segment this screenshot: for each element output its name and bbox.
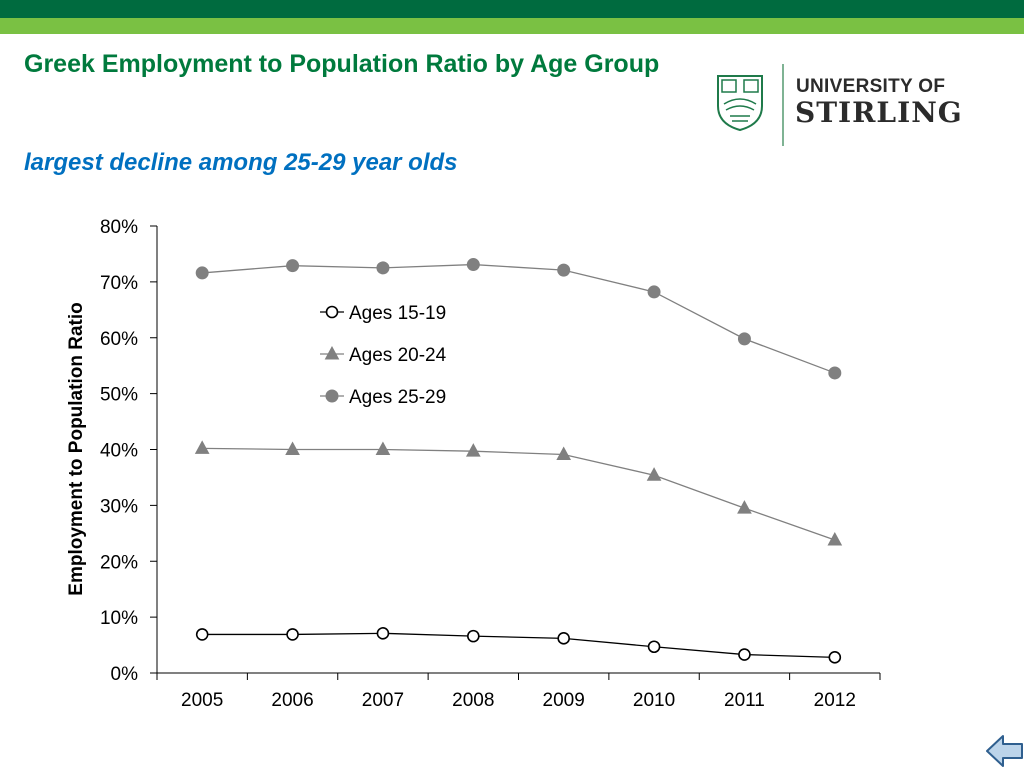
data-point-series-3 (466, 258, 480, 272)
y-tick-label: 70% (100, 273, 138, 294)
data-point-series-2 (827, 531, 843, 546)
data-point-series-1 (286, 628, 299, 641)
page-subtitle: largest decline among 25-29 year olds (24, 149, 458, 176)
x-tick-label: 2007 (362, 690, 404, 711)
data-point-series-1 (557, 632, 570, 645)
y-tick-label: 60% (100, 329, 138, 350)
data-point-series-3 (286, 259, 300, 273)
y-tick-label: 10% (100, 608, 138, 629)
x-tick-label: 2012 (814, 690, 856, 711)
data-point-series-1 (195, 628, 209, 641)
series-line-3 (202, 263, 836, 374)
data-point-series-1 (376, 627, 390, 640)
data-point-series-1 (467, 629, 480, 643)
legend-label: Ages 20-24 (349, 345, 447, 366)
y-axis-label: Employment to Population Ratio (66, 302, 87, 595)
x-tick-label: 2011 (724, 690, 765, 711)
logo-text-university: UNIVERSITY OF (796, 76, 946, 97)
legend-marker (325, 389, 339, 403)
y-tick-label: 30% (100, 496, 138, 517)
logo-text-stirling: STIRLING (795, 96, 963, 129)
x-tick-label: 2006 (271, 690, 313, 711)
back-arrow-icon[interactable] (985, 734, 1024, 768)
header-band-light (0, 18, 1024, 34)
legend-marker (324, 345, 340, 360)
data-point-series-2 (465, 443, 481, 457)
data-point-series-3 (195, 266, 209, 280)
data-point-series-1 (738, 648, 751, 661)
data-point-series-3 (647, 285, 661, 299)
legend-marker (325, 305, 339, 319)
header-band-dark (0, 0, 1024, 18)
data-point-series-3 (737, 332, 751, 346)
x-tick-label: 2009 (543, 690, 585, 711)
legend-label: Ages 25-29 (349, 387, 446, 408)
data-point-series-2 (375, 441, 391, 455)
series-line-1 (202, 632, 835, 659)
data-point-series-2 (737, 500, 752, 514)
y-tick-label: 80% (100, 217, 138, 238)
logo-divider (782, 64, 784, 146)
data-point-series-2 (194, 440, 210, 454)
page-title: Greek Employment to Population Ratio by … (24, 50, 660, 78)
data-point-series-2 (556, 446, 572, 461)
crest-icon (717, 75, 763, 132)
y-tick-label: 40% (100, 441, 138, 462)
y-tick-label: 20% (100, 552, 138, 573)
data-point-series-3 (557, 263, 571, 277)
x-tick-label: 2005 (181, 690, 223, 711)
legend-label: Ages 15-19 (349, 303, 446, 324)
data-point-series-2 (646, 467, 662, 481)
y-tick-label: 0% (111, 664, 139, 685)
x-tick-label: 2010 (633, 690, 675, 711)
data-point-series-3 (376, 261, 390, 275)
data-point-series-1 (828, 651, 842, 664)
data-point-series-2 (285, 441, 300, 455)
data-point-series-3 (828, 366, 842, 380)
y-tick-label: 50% (100, 385, 138, 406)
data-point-series-1 (647, 640, 661, 654)
series-line-2 (202, 447, 836, 541)
x-tick-label: 2008 (452, 690, 494, 711)
university-logo: UNIVERSITY OF STIRLING (712, 62, 972, 150)
